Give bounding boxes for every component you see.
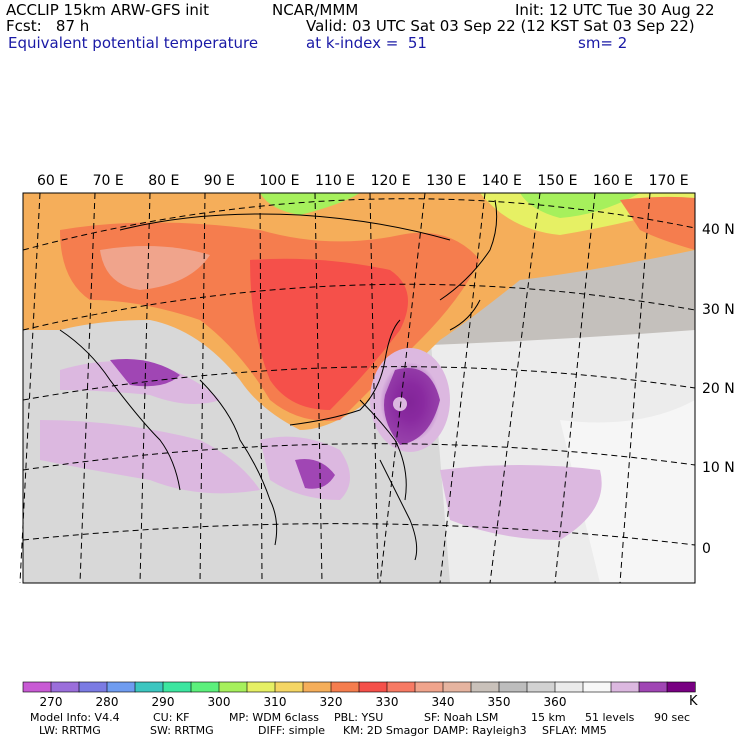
footer-lw: LW: RRTMG [39,724,101,737]
longitude-labels: 60 E 70 E 80 E 90 E 100 E 110 E 120 E 130 E 140 … [37,173,689,189]
colorbar-swatch [78,681,108,693]
colorbar-unit: K [689,694,698,709]
smoothing-info: sm= 2 [578,34,628,52]
lon-label: 130 E [426,173,466,189]
lat-label: 20 N [702,381,735,397]
colorbar-swatch [582,681,612,693]
colorbar-tick: 330 [376,695,399,709]
valid-time: Valid: 03 UTC Sat 03 Sep 22 (12 KST Sat … [306,17,695,35]
lon-label: 140 E [482,173,522,189]
init-time: Init: 12 UTC Tue 30 Aug 22 [515,1,715,19]
colorbar-swatch [358,681,388,693]
colorbar-swatch [134,681,164,693]
coastlines [59,199,498,561]
lon-label: 70 E [93,173,124,189]
footer-sflay: SFLAY: MM5 [542,724,607,737]
lon-label: 160 E [593,173,633,189]
colorbar-swatch [106,681,136,693]
colorbar-tick: 270 [40,695,63,709]
footer-diff: DIFF: simple [258,724,326,737]
colorbar-swatch [330,681,360,693]
lon-label: 80 E [148,173,179,189]
lat-label: 0 [702,541,711,557]
lon-label: 100 E [259,173,299,189]
colorbar-swatch [666,681,696,693]
colorbar-swatch [246,681,276,693]
level-info: at k-index = 51 [306,34,427,52]
colorbar-swatch [22,681,52,693]
field-name: Equivalent potential temperature [8,34,259,52]
lon-label: 150 E [537,173,577,189]
colorbar-swatch [498,681,528,693]
lon-label: 60 E [37,173,68,189]
footer-km: KM: 2D Smagor [343,724,429,737]
footer-cu: CU: KF [153,711,190,724]
footer-sw: SW: RRTMG [150,724,214,737]
colorbar-swatch [610,681,640,693]
colorbar-swatch [554,681,584,693]
footer-mp: MP: WDM 6class [229,711,319,724]
colorbar-swatch [302,681,332,693]
colorbar-tick: 310 [264,695,287,709]
colorbar-swatch [274,681,304,693]
colorbar-swatch [638,681,668,693]
footer-resolution: 15 km [531,711,566,724]
footer-sf: SF: Noah LSM [424,711,499,724]
colorbar-tick: 280 [96,695,119,709]
colorbar-tick: 340 [432,695,455,709]
colorbar-swatch [386,681,416,693]
model-title: ACCLIP 15km ARW-GFS init [6,1,209,19]
colorbar-tick: 300 [208,695,231,709]
lat-label: 40 N [702,222,735,238]
org-label: NCAR/MMM [272,1,359,19]
lon-label: 90 E [204,173,235,189]
colorbar [22,681,696,693]
colorbar-swatch [526,681,556,693]
lat-label: 10 N [702,460,735,476]
footer-timestep: 90 sec [654,711,691,724]
colorbar-swatch [470,681,500,693]
colorbar-swatch [218,681,248,693]
colorbar-swatch [50,681,80,693]
footer-levels: 51 levels [585,711,635,724]
colorbar-swatch [190,681,220,693]
map-field [23,193,695,583]
footer-pbl: PBL: YSU [334,711,384,724]
footer-damp: DAMP: Rayleigh3 [433,724,527,737]
lon-label: 120 E [371,173,411,189]
lon-label: 170 E [649,173,689,189]
map-frame [22,192,696,584]
colorbar-swatch [414,681,444,693]
meridian-lines [19,192,651,584]
colorbar-tick: 320 [320,695,343,709]
colorbar-tick-labels: 270 280 290 300 310 320 330 340 350 360 [40,695,567,709]
colorbar-tick: 290 [152,695,175,709]
forecast-hour: Fcst: 87 h [6,17,90,35]
colorbar-swatch [162,681,192,693]
lat-label: 30 N [702,302,735,318]
footer-model-info: Model Info: V4.4 [30,711,120,724]
lon-label: 110 E [315,173,355,189]
colorbar-tick: 360 [544,695,567,709]
parallel-lines [22,198,696,546]
latitude-labels: 40 N 30 N 20 N 10 N 0 [702,222,735,557]
colorbar-swatch [442,681,472,693]
colorbar-tick: 350 [488,695,511,709]
